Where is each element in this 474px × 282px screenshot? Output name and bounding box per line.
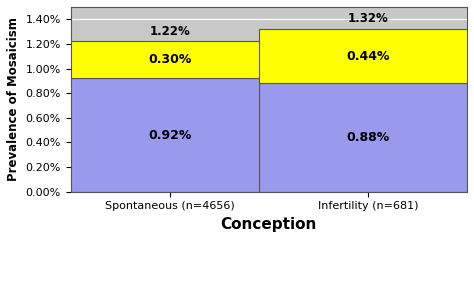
Text: 0.44%: 0.44% [346,50,390,63]
Text: 1.22%: 1.22% [149,25,190,38]
Bar [259,29,474,83]
Text: 0.88%: 0.88% [346,131,390,144]
Text: 0.92%: 0.92% [148,129,191,142]
Bar [259,83,474,192]
Y-axis label: Prevalence of Mosaicism: Prevalence of Mosaicism [7,17,20,181]
Text: 1.32%: 1.32% [347,12,388,25]
Bar [61,78,279,192]
Text: 0.30%: 0.30% [148,53,191,67]
Bar [61,41,279,78]
X-axis label: Conception: Conception [220,217,317,232]
